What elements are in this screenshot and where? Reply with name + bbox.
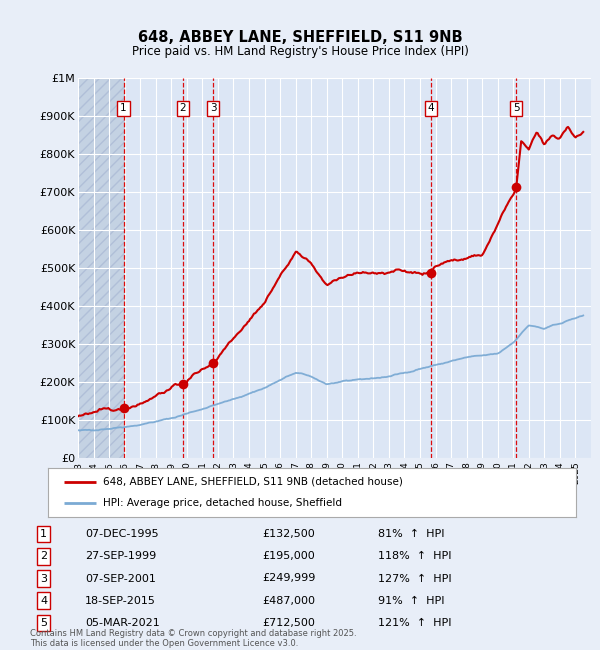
Text: 118%  ↑  HPI: 118% ↑ HPI xyxy=(378,551,451,562)
Text: 121%  ↑  HPI: 121% ↑ HPI xyxy=(378,618,451,628)
Text: 05-MAR-2021: 05-MAR-2021 xyxy=(85,618,160,628)
Text: 3: 3 xyxy=(210,103,217,113)
Text: £249,999: £249,999 xyxy=(262,573,315,584)
Text: £712,500: £712,500 xyxy=(262,618,315,628)
Text: 07-SEP-2001: 07-SEP-2001 xyxy=(85,573,156,584)
Text: 2: 2 xyxy=(40,551,47,562)
Text: 27-SEP-1999: 27-SEP-1999 xyxy=(85,551,157,562)
Bar xyxy=(78,78,124,458)
Text: HPI: Average price, detached house, Sheffield: HPI: Average price, detached house, Shef… xyxy=(103,498,343,508)
Text: 3: 3 xyxy=(40,573,47,584)
Text: 4: 4 xyxy=(428,103,434,113)
Text: 91%  ↑  HPI: 91% ↑ HPI xyxy=(378,595,444,606)
Text: 81%  ↑  HPI: 81% ↑ HPI xyxy=(378,529,444,539)
Text: £487,000: £487,000 xyxy=(262,595,315,606)
Text: 127%  ↑  HPI: 127% ↑ HPI xyxy=(378,573,451,584)
Text: 648, ABBEY LANE, SHEFFIELD, S11 9NB (detached house): 648, ABBEY LANE, SHEFFIELD, S11 9NB (det… xyxy=(103,476,403,487)
Text: £195,000: £195,000 xyxy=(262,551,314,562)
Text: 4: 4 xyxy=(40,595,47,606)
Bar xyxy=(78,78,124,458)
Text: 18-SEP-2015: 18-SEP-2015 xyxy=(85,595,156,606)
Text: Price paid vs. HM Land Registry's House Price Index (HPI): Price paid vs. HM Land Registry's House … xyxy=(131,46,469,58)
Text: 1: 1 xyxy=(40,529,47,539)
Text: 1: 1 xyxy=(120,103,127,113)
Text: 5: 5 xyxy=(40,618,47,628)
Text: Contains HM Land Registry data © Crown copyright and database right 2025.
This d: Contains HM Land Registry data © Crown c… xyxy=(30,629,356,648)
Text: 648, ABBEY LANE, SHEFFIELD, S11 9NB: 648, ABBEY LANE, SHEFFIELD, S11 9NB xyxy=(137,30,463,46)
Text: £132,500: £132,500 xyxy=(262,529,314,539)
Text: 2: 2 xyxy=(179,103,186,113)
Text: 5: 5 xyxy=(513,103,520,113)
Text: 07-DEC-1995: 07-DEC-1995 xyxy=(85,529,159,539)
